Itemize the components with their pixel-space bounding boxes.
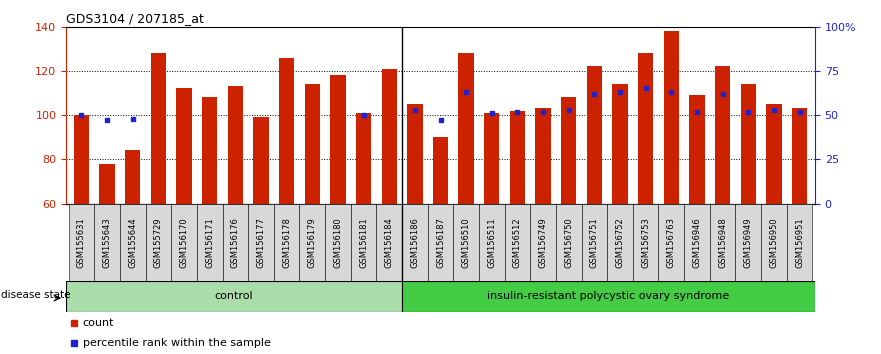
Text: GSM156751: GSM156751 (590, 217, 599, 268)
Bar (100, 164, 115, 204)
Bar (714, 67, 730, 204)
Bar (536, 108, 551, 204)
Bar (530, 204, 556, 281)
Bar (766, 104, 781, 204)
Text: GSM156177: GSM156177 (256, 217, 265, 268)
Text: GSM156510: GSM156510 (462, 217, 470, 268)
Bar (458, 53, 474, 204)
Bar (607, 204, 633, 281)
Bar (227, 86, 243, 204)
Bar (510, 110, 525, 204)
Bar (685, 204, 710, 281)
Bar (356, 113, 371, 204)
Text: GSM156170: GSM156170 (180, 217, 189, 268)
Bar (69, 204, 94, 281)
Text: GSM156512: GSM156512 (513, 217, 522, 268)
Bar (407, 104, 423, 204)
Bar (300, 204, 325, 281)
Bar (402, 204, 427, 281)
Bar (325, 204, 351, 281)
Bar (248, 204, 274, 281)
Bar (376, 204, 402, 281)
Text: GSM155729: GSM155729 (154, 217, 163, 268)
Text: GSM156186: GSM156186 (411, 217, 419, 268)
Bar (202, 97, 218, 204)
Text: GSM156179: GSM156179 (307, 217, 317, 268)
Bar (505, 204, 530, 281)
Bar (279, 57, 294, 204)
Bar (171, 204, 196, 281)
Bar (561, 97, 576, 204)
Bar (663, 31, 679, 204)
Bar (587, 67, 602, 204)
Bar (305, 84, 320, 204)
Bar (787, 204, 812, 281)
Bar (581, 204, 607, 281)
Text: GSM156763: GSM156763 (667, 217, 676, 268)
Text: GSM156946: GSM156946 (692, 217, 701, 268)
Bar (612, 84, 627, 204)
Bar (125, 150, 140, 204)
Bar (427, 204, 454, 281)
Bar (223, 204, 248, 281)
Text: control: control (215, 291, 253, 302)
Bar (94, 204, 120, 281)
Bar (710, 204, 736, 281)
Bar (484, 113, 500, 204)
Bar (454, 204, 479, 281)
Text: GSM156752: GSM156752 (616, 217, 625, 268)
Bar (151, 53, 167, 204)
Text: GSM156511: GSM156511 (487, 217, 496, 268)
Text: GSM156948: GSM156948 (718, 217, 727, 268)
Text: GSM156749: GSM156749 (538, 217, 548, 268)
Text: GSM156187: GSM156187 (436, 217, 445, 268)
Bar (254, 117, 269, 204)
Bar (196, 204, 223, 281)
Bar (274, 204, 300, 281)
Bar (741, 84, 756, 204)
Bar (176, 88, 192, 204)
Bar (433, 137, 448, 204)
Text: disease state: disease state (2, 290, 70, 300)
Text: GSM156176: GSM156176 (231, 217, 240, 268)
Text: GSM155643: GSM155643 (102, 217, 112, 268)
Text: GSM156184: GSM156184 (385, 217, 394, 268)
Text: GSM156180: GSM156180 (333, 217, 343, 268)
Bar (689, 95, 705, 204)
Text: GSM156951: GSM156951 (795, 217, 804, 268)
Text: GSM156181: GSM156181 (359, 217, 368, 268)
Bar (658, 204, 685, 281)
Text: GSM156750: GSM156750 (564, 217, 574, 268)
Text: GSM156753: GSM156753 (641, 217, 650, 268)
Bar (120, 204, 145, 281)
Bar (402, 281, 815, 312)
Bar (736, 204, 761, 281)
Text: GSM156171: GSM156171 (205, 217, 214, 268)
Text: GSM156949: GSM156949 (744, 217, 752, 268)
Bar (351, 204, 376, 281)
Bar (66, 281, 402, 312)
Bar (761, 204, 787, 281)
Text: percentile rank within the sample: percentile rank within the sample (83, 338, 270, 348)
Bar (633, 204, 658, 281)
Text: GSM155644: GSM155644 (129, 217, 137, 268)
Bar (638, 53, 654, 204)
Text: count: count (83, 318, 114, 329)
Bar (556, 204, 581, 281)
Bar (145, 204, 171, 281)
Text: insulin-resistant polycystic ovary syndrome: insulin-resistant polycystic ovary syndr… (487, 291, 729, 302)
Bar (792, 108, 807, 204)
Bar (479, 204, 505, 281)
Bar (74, 115, 89, 204)
Bar (330, 75, 345, 204)
Text: GSM156178: GSM156178 (282, 217, 291, 268)
Text: GDS3104 / 207185_at: GDS3104 / 207185_at (66, 12, 204, 25)
Text: GSM156950: GSM156950 (769, 217, 779, 268)
Bar (381, 69, 397, 204)
Text: GSM155631: GSM155631 (77, 217, 86, 268)
